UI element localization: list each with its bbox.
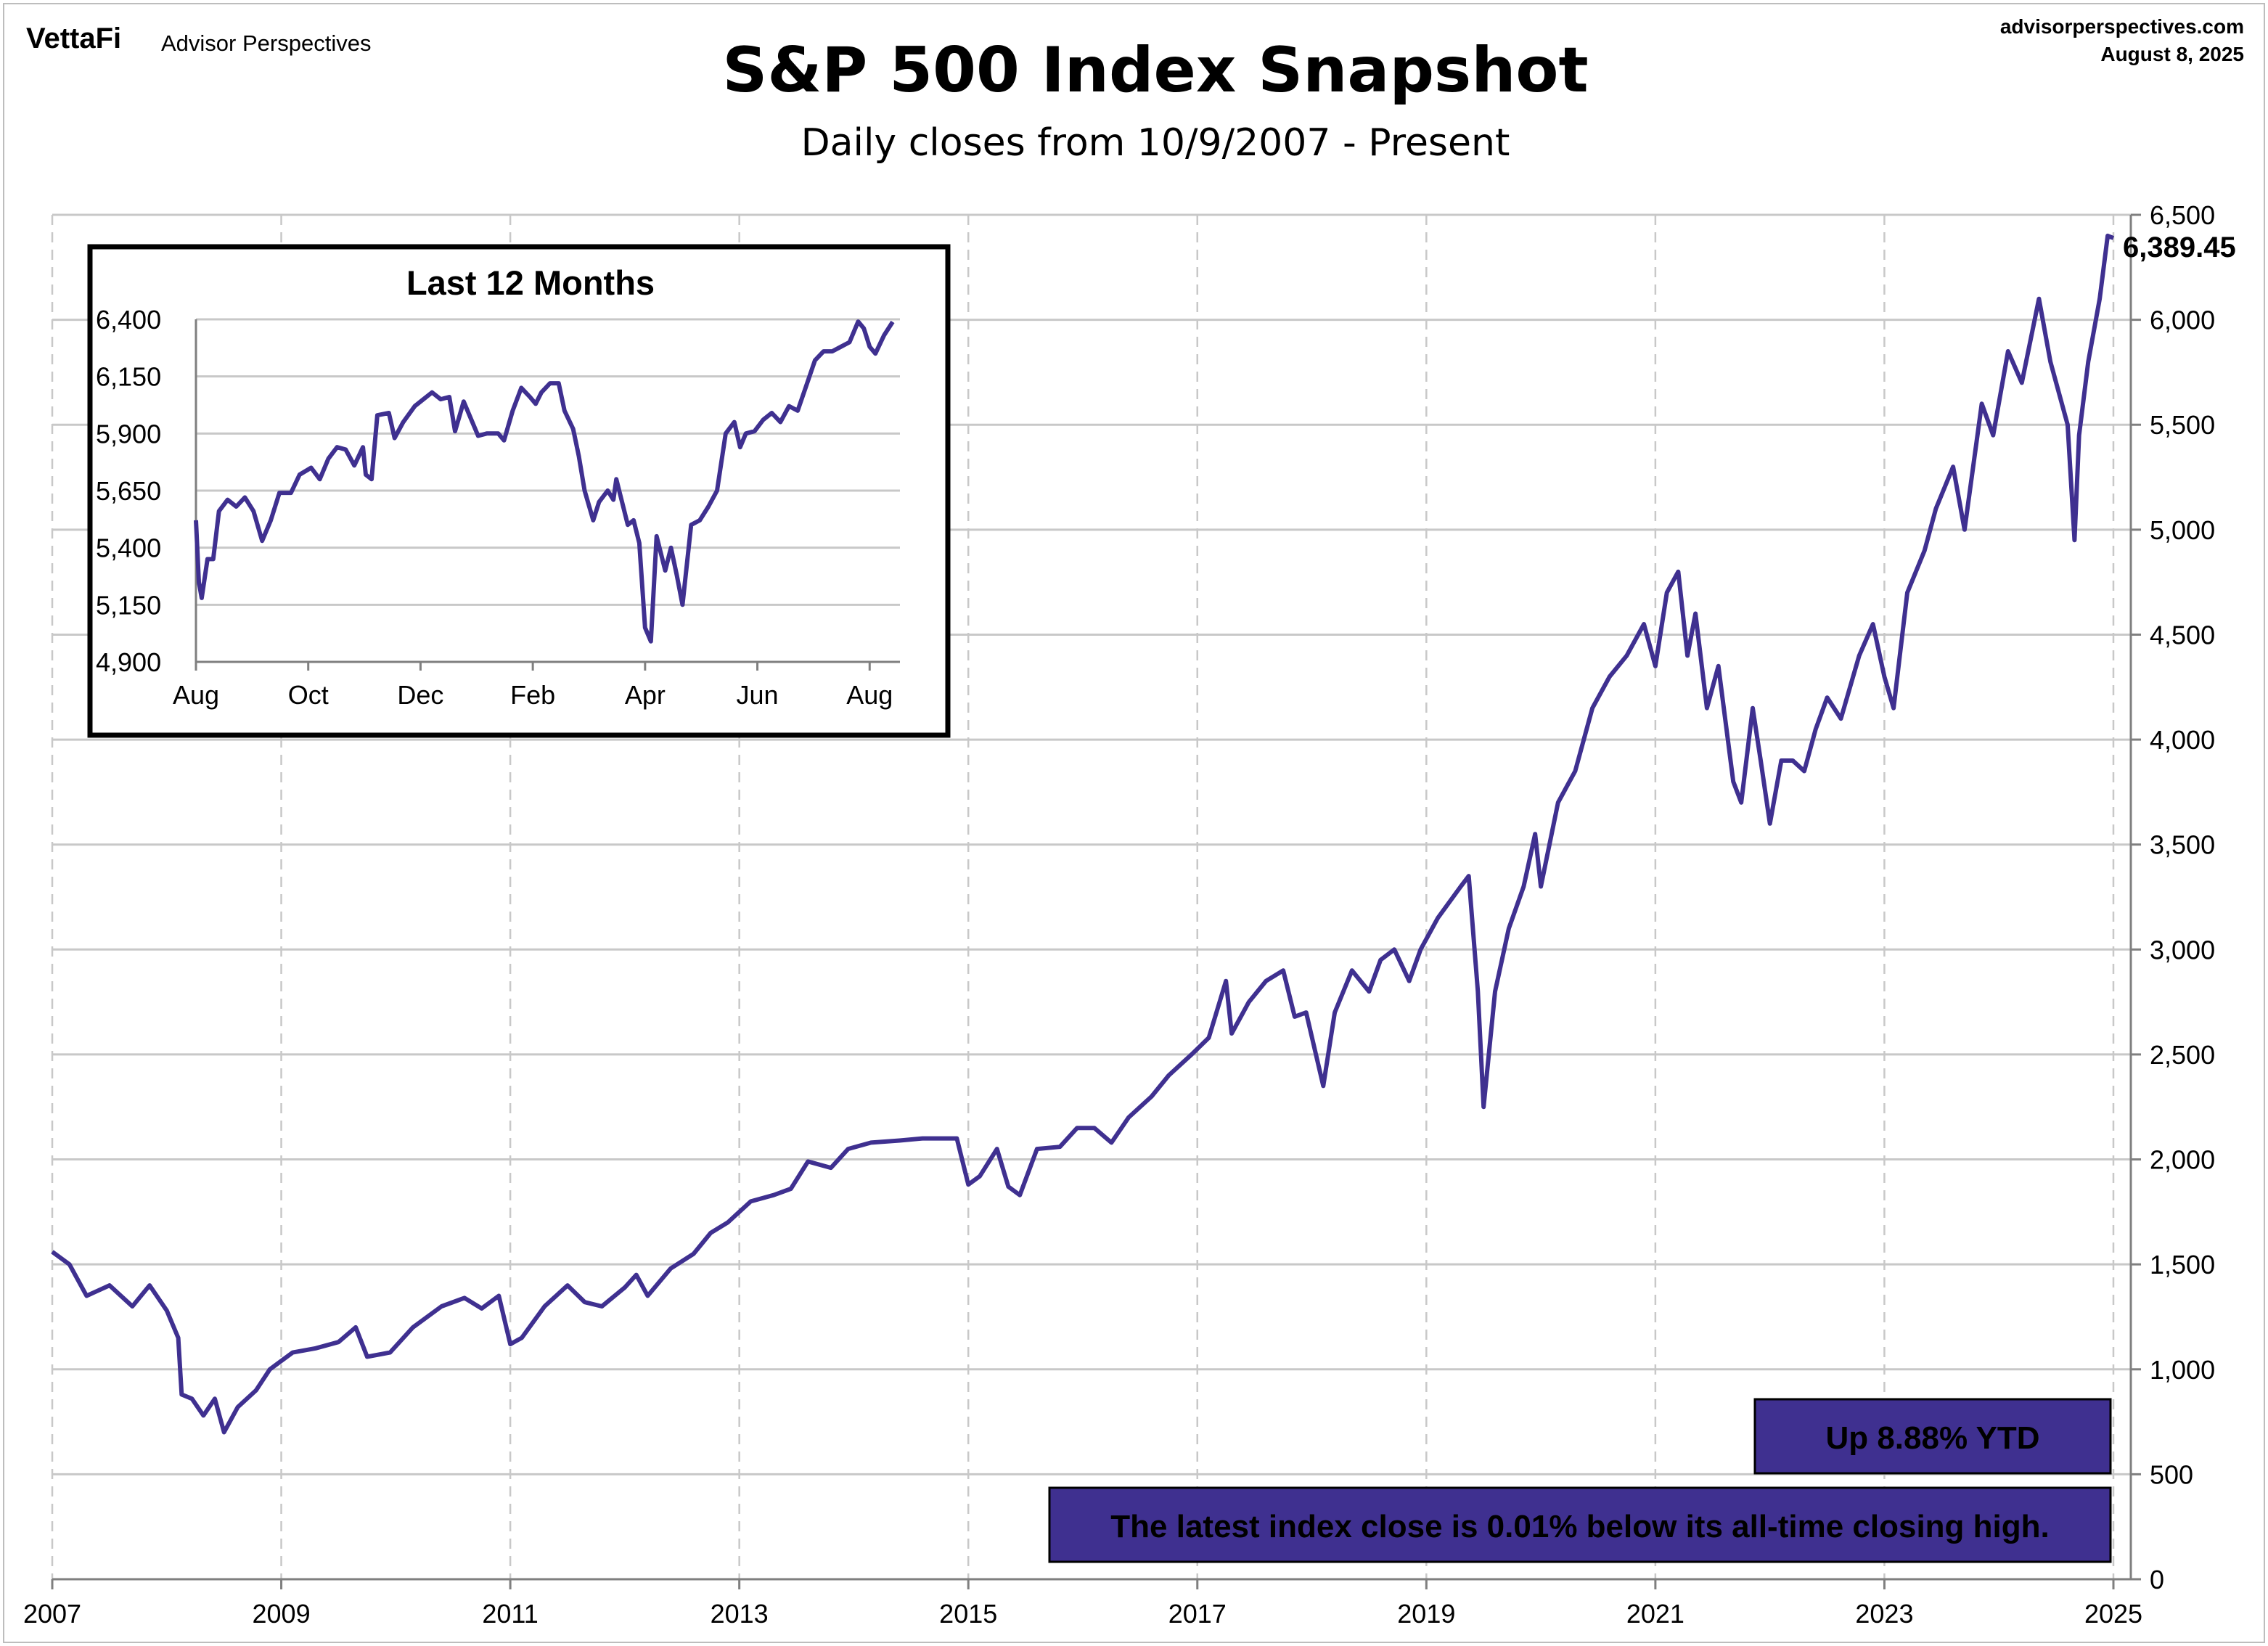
- inset-y-tick-label: 5,150: [96, 590, 161, 620]
- inset-y-tick-label: 5,400: [96, 533, 161, 563]
- main-x-tick-label: 2009: [253, 1599, 311, 1629]
- inset-y-tick-label: 5,650: [96, 476, 161, 506]
- brand-logo: VettaFi: [26, 22, 121, 54]
- ytd-box: [1753, 1398, 2112, 1475]
- inset-price-line: [194, 319, 895, 644]
- main-y-tick-label: 5,000: [2150, 515, 2215, 545]
- main-x-axis: 2007 2009 2011 2013 2015 2017 2019 2021 2023 2025: [23, 1579, 2142, 1629]
- main-y-tick-label: 500: [2150, 1459, 2193, 1489]
- main-y-tick-label: 3,000: [2150, 935, 2215, 965]
- main-x-tick-label: 2021: [1626, 1599, 1684, 1629]
- inset-y-tick-label: 6,400: [96, 305, 161, 335]
- ath-box: [1048, 1486, 2112, 1563]
- main-y-tick-label: 2,500: [2150, 1040, 2215, 1070]
- inset-title: Last 12 Months: [406, 263, 655, 302]
- inset-x-axis: Aug Oct Dec Feb Apr Jun Aug: [173, 662, 893, 710]
- brand-subtitle: Advisor Perspectives: [161, 30, 371, 56]
- main-x-tick-label: 2013: [711, 1599, 769, 1629]
- inset-x-tick-label: Oct: [288, 680, 329, 710]
- main-y-tick-label: 1,000: [2150, 1355, 2215, 1385]
- main-y-tick-label: 2,000: [2150, 1145, 2215, 1175]
- ath-text: The latest index close is 0.01% below it…: [1110, 1509, 2049, 1544]
- chart-title: S&P 500 Index Snapshot: [722, 34, 1588, 107]
- main-y-tick-label: 0: [2150, 1565, 2164, 1594]
- inset-y-tick-label: 6,150: [96, 362, 161, 392]
- main-y-tick-label: 3,500: [2150, 830, 2215, 860]
- main-x-tick-label: 2019: [1397, 1599, 1455, 1629]
- main-x-tick-label: 2011: [482, 1599, 538, 1629]
- main-y-tick-label: 6,500: [2150, 200, 2215, 230]
- main-x-tick-label: 2017: [1168, 1599, 1227, 1629]
- chart-subtitle: Daily closes from 10/9/2007 - Present: [801, 121, 1510, 165]
- main-x-tick-label: 2007: [23, 1599, 81, 1629]
- site-url: advisorperspectives.com: [2000, 15, 2244, 38]
- inset-x-tick-label: Aug: [846, 680, 893, 710]
- last-value-label: 6,389.45: [2123, 232, 2236, 263]
- sp500-price-line: [51, 233, 2115, 1435]
- main-x-tick-label: 2025: [2084, 1599, 2142, 1629]
- main-y-tick-label: 4,500: [2150, 620, 2215, 650]
- inset-x-tick-label: Jun: [737, 680, 779, 710]
- inset-x-tick-label: Feb: [510, 680, 555, 710]
- inset-x-tick-label: Aug: [173, 680, 219, 710]
- report-date: August 8, 2025: [2100, 43, 2244, 65]
- main-x-tick-label: 2023: [1855, 1599, 1913, 1629]
- main-y-axis: 0 500 1,000 1,500 2,000 2,500 3,000 3,500 4,000 4…: [2131, 200, 2215, 1594]
- inset-x-tick-label: Dec: [397, 680, 443, 710]
- main-y-tick-label: 4,000: [2150, 725, 2215, 755]
- ytd-text: Up 8.88% YTD: [1825, 1420, 2039, 1456]
- main-y-tick-label: 5,500: [2150, 410, 2215, 440]
- chart-frame: [3, 3, 2265, 1643]
- main-x-tick-label: 2015: [939, 1599, 997, 1629]
- inset-y-tick-label: 5,900: [96, 419, 161, 449]
- main-y-tick-label: 1,500: [2150, 1250, 2215, 1279]
- inset-grid: [196, 318, 900, 606]
- inset-x-tick-label: Apr: [625, 680, 666, 710]
- main-y-tick-label: 6,000: [2150, 306, 2215, 335]
- inset-y-tick-label: 4,900: [96, 647, 161, 677]
- inset-y-axis: 4,900 5,150 5,400 5,650 5,900 6,150 6,400: [96, 305, 161, 677]
